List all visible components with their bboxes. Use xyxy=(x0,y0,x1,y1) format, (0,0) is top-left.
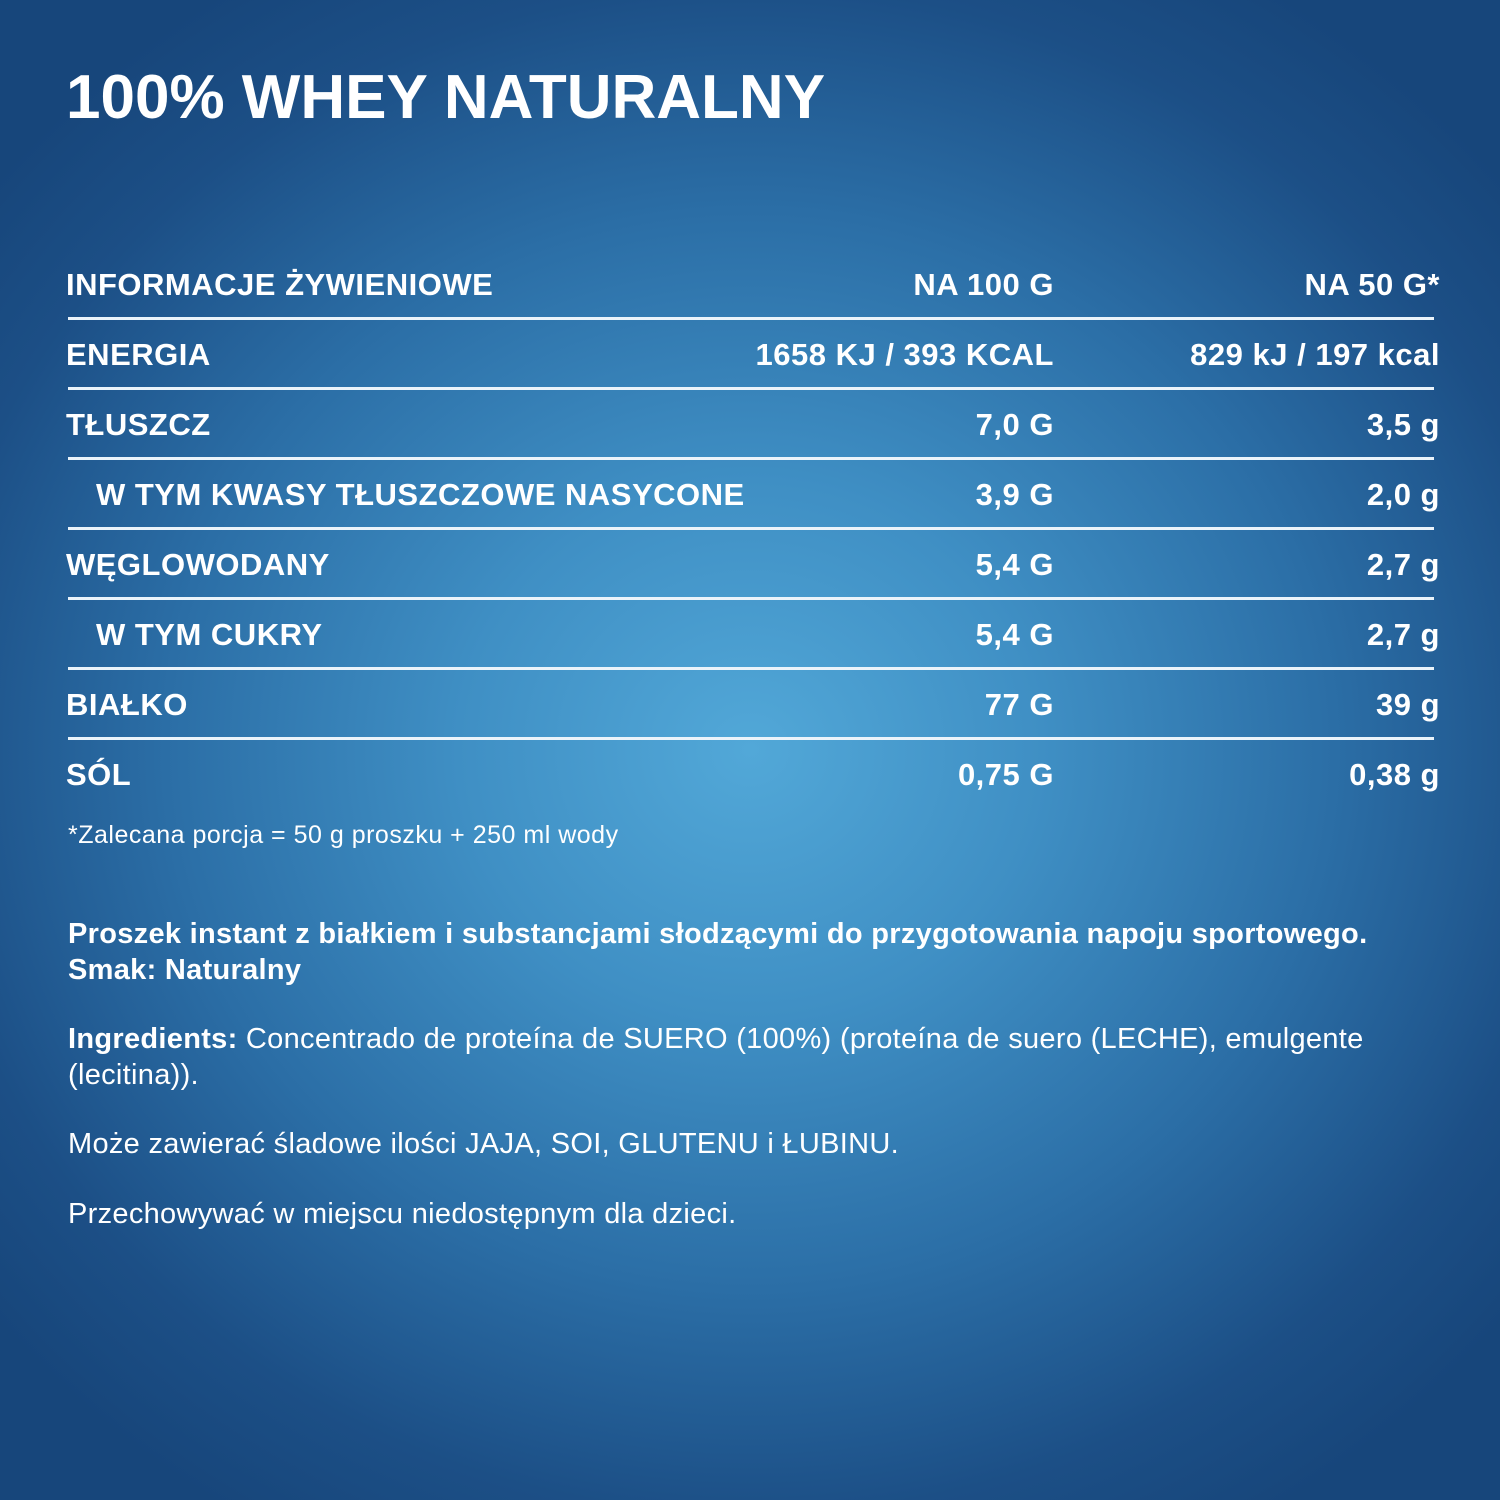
storage-warning: Przechowywać w miejscu niedostępnym dla … xyxy=(68,1198,737,1230)
nutrient-value-per50: 3,5 g xyxy=(1366,407,1440,442)
nutrition-row-saturated-fat: W TYM KWASY TŁUSZCZOWE NASYCONE 3,9 G 2,… xyxy=(66,460,1440,530)
nutrient-value-per50: 2,7 g xyxy=(1366,547,1440,582)
nutrient-value-per100: 77 G xyxy=(984,687,1054,722)
nutrient-value-per100: 0,75 G xyxy=(957,757,1054,792)
nutrient-value-per100: 7,0 G xyxy=(975,407,1054,442)
nutrient-label: WĘGLOWODANY xyxy=(66,547,330,582)
nutrient-label: W TYM KWASY TŁUSZCZOWE NASYCONE xyxy=(96,477,745,512)
allergen-warning: Może zawierać śladowe ilości JAJA, SOI, … xyxy=(68,1128,899,1160)
nutrient-label: SÓL xyxy=(66,757,132,792)
row-divider xyxy=(68,387,1434,390)
nutrient-value-per50: 0,38 g xyxy=(1349,757,1440,792)
nutrition-row-energy: ENERGIA 1658 KJ / 393 KCAL 829 kJ / 197 … xyxy=(66,320,1440,390)
nutrient-value-per50: 39 g xyxy=(1375,687,1440,722)
nutrition-row-sugars: W TYM CUKRY 5,4 G 2,7 g xyxy=(66,600,1440,670)
nutrient-label: TŁUSZCZ xyxy=(66,407,211,442)
nutrition-header-per50: NA 50 G* xyxy=(1304,267,1440,302)
row-divider xyxy=(68,527,1434,530)
nutrition-row-protein: BIAŁKO 77 G 39 g xyxy=(66,670,1440,740)
ingredients-label: Ingredients: xyxy=(68,1023,238,1055)
row-divider xyxy=(68,737,1434,740)
ingredients-list: Concentrado de proteína de SUERO (100%) … xyxy=(68,1023,1364,1091)
nutrient-value-per100: 3,9 G xyxy=(975,477,1054,512)
row-divider xyxy=(68,317,1434,320)
nutrient-value-per100: 1658 KJ / 393 KCAL xyxy=(755,337,1054,372)
row-divider xyxy=(68,667,1434,670)
product-title: 100% WHEY NATURALNY xyxy=(66,63,826,132)
nutrient-value-per100: 5,4 G xyxy=(975,617,1054,652)
serving-footnote: *Zalecana porcja = 50 g proszku + 250 ml… xyxy=(68,821,619,849)
nutrient-value-per50: 2,0 g xyxy=(1366,477,1440,512)
nutrition-row-salt: SÓL 0,75 G 0,38 g xyxy=(66,740,1440,810)
row-divider xyxy=(68,597,1434,600)
nutrient-value-per100: 5,4 G xyxy=(975,547,1054,582)
nutrition-table: INFORMACJE ŻYWIENIOWE NA 100 G NA 50 G* … xyxy=(66,250,1440,810)
nutrition-row-carbohydrates: WĘGLOWODANY 5,4 G 2,7 g xyxy=(66,530,1440,600)
nutrition-row-fat: TŁUSZCZ 7,0 G 3,5 g xyxy=(66,390,1440,460)
ingredients-text: Ingredients: Concentrado de proteína de … xyxy=(68,1021,1428,1093)
nutrition-header-label: INFORMACJE ŻYWIENIOWE xyxy=(66,267,494,302)
nutrient-value-per50: 2,7 g xyxy=(1366,617,1440,652)
nutrient-label: W TYM CUKRY xyxy=(96,617,323,652)
row-divider xyxy=(68,457,1434,460)
product-description: Proszek instant z białkiem i substancjam… xyxy=(68,918,1368,986)
nutrition-header-per100: NA 100 G xyxy=(913,267,1054,302)
nutrient-value-per50: 829 kJ / 197 kcal xyxy=(1190,337,1440,372)
nutrient-label: BIAŁKO xyxy=(66,687,188,722)
nutrition-header-row: INFORMACJE ŻYWIENIOWE NA 100 G NA 50 G* xyxy=(66,250,1440,320)
nutrient-label: ENERGIA xyxy=(66,337,211,372)
